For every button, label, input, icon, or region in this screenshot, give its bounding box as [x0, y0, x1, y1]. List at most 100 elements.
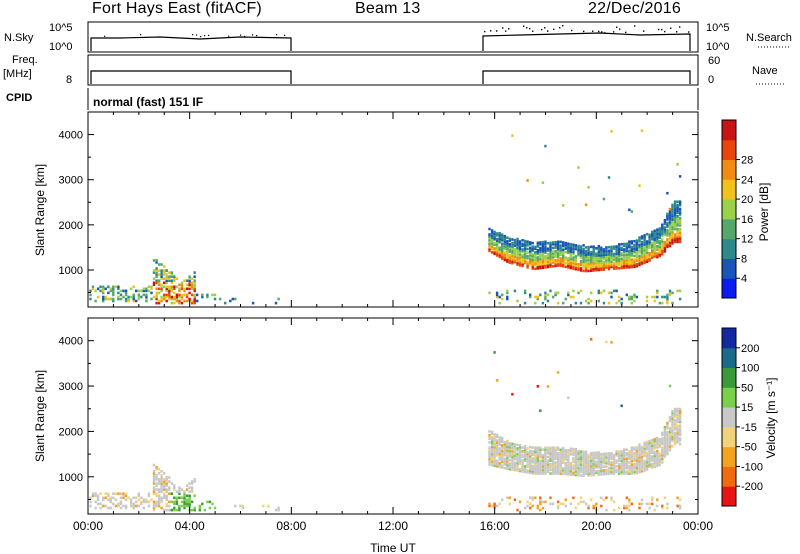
range-gate-cell	[656, 457, 659, 460]
range-gate-cell	[628, 240, 631, 243]
range-gate-cell	[498, 237, 501, 240]
range-gate-cell	[516, 508, 519, 512]
range-gate-cell	[185, 279, 189, 282]
range-gate-cell	[190, 299, 194, 303]
range-gate-cell	[495, 232, 499, 235]
range-gate-cell	[526, 260, 529, 264]
range-gate-cell	[516, 449, 519, 452]
range-gate-cell	[160, 295, 163, 299]
range-gate-cell	[163, 482, 166, 485]
range-gate-cell	[508, 496, 511, 500]
range-gate-cell	[539, 498, 542, 502]
range-gate-cell	[638, 258, 641, 261]
range-gate-cell	[610, 466, 613, 470]
range-gate-cell	[554, 453, 557, 457]
range-gate-cell	[577, 263, 580, 266]
range-gate-cell	[645, 453, 649, 456]
range-gate-cell	[635, 455, 639, 458]
range-gate-cell	[582, 456, 585, 459]
range-gate-cell	[617, 255, 621, 259]
range-gate-cell	[612, 256, 616, 259]
range-gate-cell	[678, 424, 682, 427]
range-gate-cell	[534, 263, 537, 267]
range-gate-cell	[569, 264, 572, 268]
range-gate-cell	[630, 301, 633, 305]
range-gate-cell	[628, 452, 631, 455]
range-gate-cell	[678, 409, 682, 413]
range-gate-cell	[610, 461, 613, 464]
range-gate-cell	[518, 256, 522, 260]
range-gate-cell	[546, 247, 550, 250]
range-gate-cell	[546, 459, 550, 462]
noise-mark	[244, 35, 246, 37]
range-gate-cell	[643, 459, 646, 463]
range-gate-cell	[597, 250, 600, 253]
range-gate-cell	[488, 435, 491, 439]
range-gate-cell	[498, 233, 501, 237]
range-gate-cell	[94, 289, 97, 293]
range-gate-cell	[572, 289, 575, 293]
range-gate-cell	[648, 506, 651, 510]
range-gate-cell	[163, 271, 166, 274]
range-gate-cell	[132, 295, 135, 299]
range-gate-cell	[501, 233, 504, 236]
range-gate-cell	[643, 235, 646, 239]
range-gate-cell	[569, 250, 572, 253]
range-gate-cell	[544, 500, 547, 504]
range-gate-cell	[668, 217, 672, 220]
range-gate-cell	[666, 218, 669, 221]
range-gate-cell	[518, 460, 522, 464]
range-gate-cell	[170, 273, 173, 276]
range-gate-cell	[513, 253, 517, 257]
range-gate-cell	[612, 500, 616, 504]
range-gate-cell	[508, 259, 511, 262]
range-gate-cell	[602, 262, 606, 266]
range-gate-cell	[587, 249, 590, 253]
range-gate-cell	[595, 453, 598, 456]
range-gate-cell	[142, 289, 145, 293]
range-gate-cell	[554, 255, 557, 259]
range-gate-cell	[170, 297, 173, 301]
range-gate-cell	[574, 470, 578, 473]
range-gate-cell	[671, 221, 674, 225]
range-gate-cell	[541, 264, 545, 268]
range-gate-cell	[656, 248, 659, 252]
range-gate-cell	[668, 209, 672, 213]
range-gate-cell	[521, 462, 524, 466]
range-gate-cell	[559, 455, 562, 459]
range-gate-cell	[554, 264, 557, 268]
nsky-trace-2	[482, 32, 691, 51]
range-gate-cell	[516, 263, 519, 266]
range-gate-cell	[668, 445, 672, 448]
range-gate-cell	[602, 266, 606, 269]
range-gate-cell	[91, 285, 95, 289]
cpid-value: normal (fast) 151 IF	[93, 95, 203, 109]
range-gate-cell	[617, 243, 621, 246]
range-gate-cell	[605, 456, 608, 459]
range-gate-cell	[556, 472, 560, 475]
range-gate-cell	[160, 490, 163, 493]
range-gate-cell	[155, 494, 158, 498]
range-gate-cell	[511, 468, 514, 471]
range-gate-cell	[572, 250, 575, 254]
range-gate-cell	[112, 285, 115, 289]
range-gate-cell	[495, 439, 499, 442]
range-gate-cell	[495, 444, 499, 448]
range-gate-cell	[546, 468, 550, 472]
range-gate-cell	[536, 258, 539, 261]
range-gate-cell	[503, 256, 506, 260]
range-gate-cell	[676, 218, 679, 222]
range-gate-cell	[157, 472, 161, 475]
nsearch-tick-bottom: 10^0	[706, 41, 730, 53]
range-gate-cell	[666, 452, 669, 456]
range-gate-cell	[523, 252, 527, 256]
range-gate-cell	[529, 263, 532, 266]
range-gate-cell	[600, 263, 603, 266]
range-gate-cell	[523, 452, 527, 455]
range-gate-cell	[623, 448, 626, 451]
range-gate-cell	[668, 293, 672, 297]
range-gate-cell	[493, 440, 496, 444]
range-gate-cell	[188, 486, 191, 489]
range-gate-cell	[157, 488, 161, 491]
range-gate-cell	[495, 379, 499, 382]
